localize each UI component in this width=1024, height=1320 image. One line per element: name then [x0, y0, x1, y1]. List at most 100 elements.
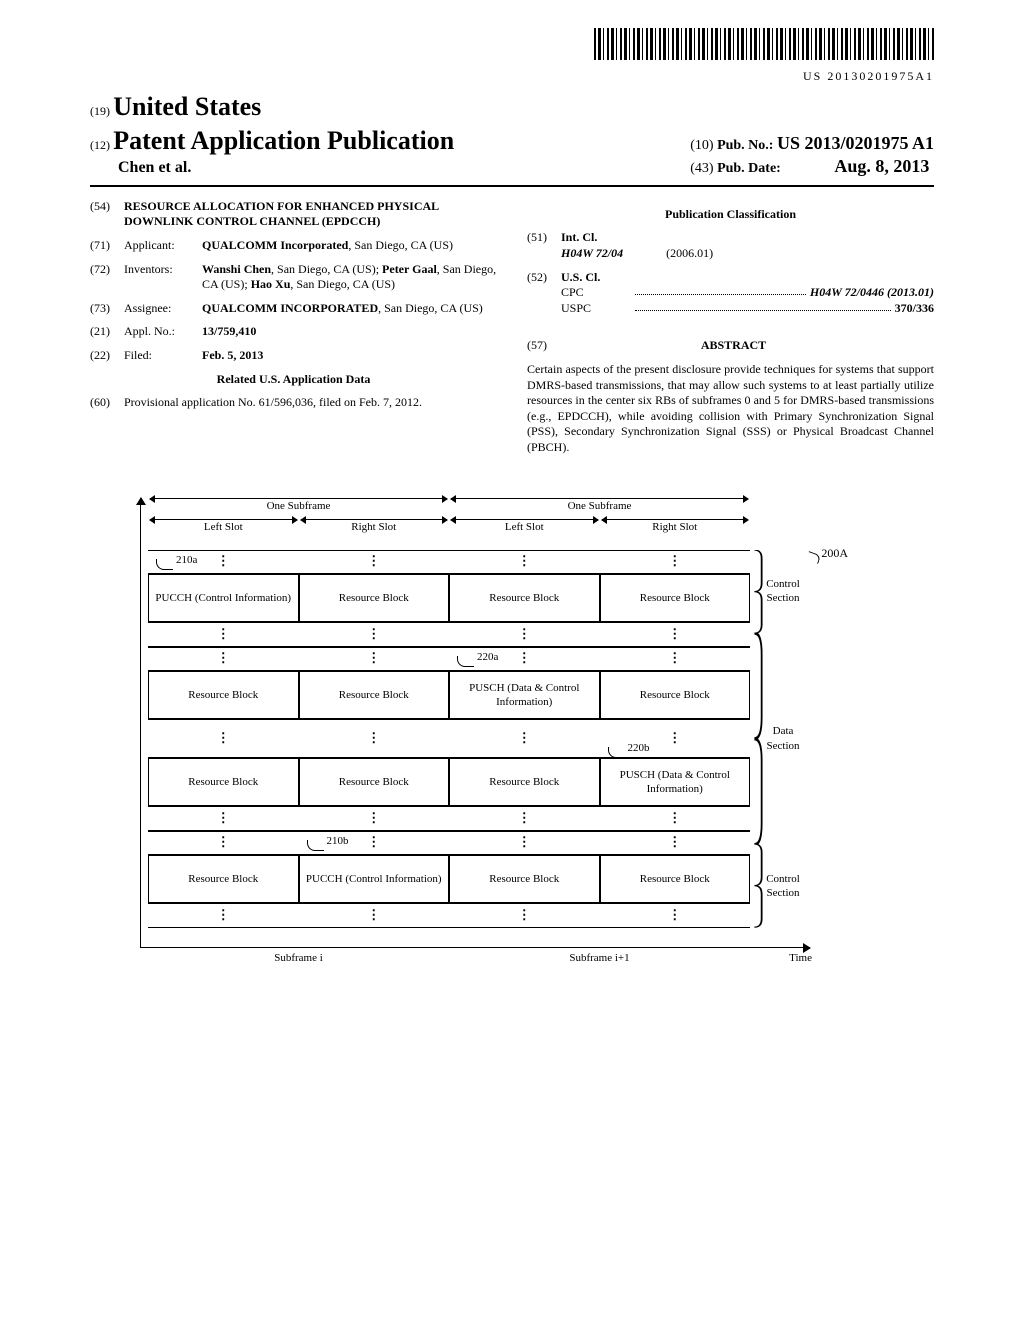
prov-text: Provisional application No. 61/596,036, … [124, 395, 497, 411]
subframe-i: Subframe i [148, 951, 449, 965]
fig-label-200a: 200A [821, 546, 848, 562]
control-section-label: Control Section [764, 577, 802, 606]
rb-cell: Resource Block [449, 574, 600, 622]
dots-cell [600, 806, 751, 830]
slot-headers: One Subframe Left Slot Right Slot One Su… [148, 498, 750, 535]
abstract-text: Certain aspects of the present disclosur… [527, 362, 934, 456]
control-section-top: Control Section [752, 550, 802, 633]
pucch-cell: PUCCH (Control Information) [148, 574, 299, 622]
header-row: (19) United States (12) Patent Applicati… [90, 90, 934, 186]
country: United States [113, 92, 261, 121]
one-subframe-1: One Subframe [267, 499, 331, 513]
control-section-label: Control Section [764, 872, 802, 901]
assignee-code: (73) [90, 301, 124, 317]
dots-cell [449, 806, 600, 830]
invention-title: RESOURCE ALLOCATION FOR ENHANCED PHYSICA… [124, 199, 497, 230]
inventors-code: (72) [90, 262, 124, 293]
dots-cell [299, 550, 450, 574]
dots-cell [449, 719, 600, 758]
dots-cell [449, 622, 600, 646]
pubdate-code: (43) [690, 161, 713, 176]
left-slot-1: Left Slot [204, 521, 243, 533]
biblio: (54) RESOURCE ALLOCATION FOR ENHANCED PH… [90, 199, 934, 456]
pusch-cell: PUSCH (Data & Control Information) [600, 758, 751, 806]
rb-cell: Resource Block [148, 671, 299, 719]
time-label: Time [789, 951, 812, 965]
ref-210a: 210a [176, 553, 197, 567]
dots-cell [148, 719, 299, 758]
assignee-name: QUALCOMM INCORPORATED [202, 301, 378, 315]
pusch-cell: PUSCH (Data & Control Information) [449, 671, 600, 719]
dots-cell: 210b [299, 831, 450, 855]
dots-cell: 220b [600, 719, 751, 758]
assignee-value: QUALCOMM INCORPORATED, San Diego, CA (US… [202, 301, 497, 317]
dots-cell [449, 903, 600, 927]
rb-cell: Resource Block [299, 758, 450, 806]
dots-cell [449, 831, 600, 855]
prov-code: (60) [90, 395, 124, 411]
pubno-label: Pub. No.: [717, 138, 773, 153]
ref-210b: 210b [327, 834, 349, 848]
uscl-label: U.S. Cl. [561, 270, 934, 286]
barcode [594, 28, 934, 60]
dots-cell [148, 903, 299, 927]
assignee-label: Assignee: [124, 301, 202, 317]
applicant-value: QUALCOMM Incorporated, San Diego, CA (US… [202, 238, 497, 254]
subframe-header-2: One Subframe Left Slot Right Slot [449, 498, 750, 535]
code-country: (19) [90, 104, 110, 118]
uspc-label: USPC [561, 301, 631, 317]
inv3: Hao Xu [251, 277, 291, 291]
arrow-line [602, 519, 749, 520]
header-right: (10) Pub. No.: US 2013/0201975 A1 (43) P… [690, 132, 934, 179]
applicant-name: QUALCOMM Incorporated [202, 238, 348, 252]
applno-label: Appl. No.: [124, 324, 202, 340]
dots-cell [299, 806, 450, 830]
uscl-code: (52) [527, 270, 561, 317]
one-subframe-2: One Subframe [568, 499, 632, 513]
biblio-right: Publication Classification (51) Int. Cl.… [527, 199, 934, 456]
figure: 200A One Subframe Left Slot Right Slot O… [130, 498, 810, 958]
bottom-labels: Subframe i Subframe i+1 [148, 951, 750, 965]
arrow-line [150, 498, 447, 499]
filed-value: Feb. 5, 2013 [202, 348, 497, 364]
dots-cell: 210a [148, 550, 299, 574]
rb-cell: Resource Block [600, 574, 751, 622]
rb-cell: Resource Block [299, 574, 450, 622]
intcl-sym: H04W 72/04 [561, 246, 623, 260]
pucch-cell: PUCCH (Control Information) [299, 855, 450, 903]
arrow-line [451, 519, 598, 520]
arrow-line [301, 519, 448, 520]
rb-cell: Resource Block [600, 671, 751, 719]
control-section-bottom: Control Section [752, 844, 802, 927]
barcode-number: US 20130201975A1 [90, 69, 934, 85]
arrow-line [451, 498, 748, 499]
rb-cell: Resource Block [148, 758, 299, 806]
y-axis [140, 498, 141, 948]
inventors-label: Inventors: [124, 262, 202, 293]
dots-cell [600, 647, 751, 671]
right-slot-2: Right Slot [652, 521, 697, 533]
data-section-label: Data Section [764, 724, 802, 753]
abstract-label: ABSTRACT [550, 338, 917, 354]
cpc-label: CPC [561, 285, 631, 301]
intcl-label: Int. Cl. [561, 230, 934, 246]
doc-type: Patent Application Publication [113, 126, 454, 155]
dots-cell [449, 550, 600, 574]
dots-cell [299, 903, 450, 927]
code-type: (12) [90, 138, 110, 152]
dots-cell [299, 622, 450, 646]
inv1: Wanshi Chen [202, 262, 271, 276]
x-axis [140, 947, 810, 948]
intcl-code: (51) [527, 230, 561, 261]
subframe-i1: Subframe i+1 [449, 951, 750, 965]
rb-cell: Resource Block [449, 855, 600, 903]
dots-cell [299, 647, 450, 671]
title-code: (54) [90, 199, 124, 230]
pubdate-value: Aug. 8, 2013 [834, 156, 929, 176]
dots-cell [148, 647, 299, 671]
intcl-date: (2006.01) [666, 246, 713, 260]
filed-label: Filed: [124, 348, 202, 364]
related-title: Related U.S. Application Data [90, 372, 497, 388]
dots-cell [148, 622, 299, 646]
classification-title: Publication Classification [527, 207, 934, 223]
